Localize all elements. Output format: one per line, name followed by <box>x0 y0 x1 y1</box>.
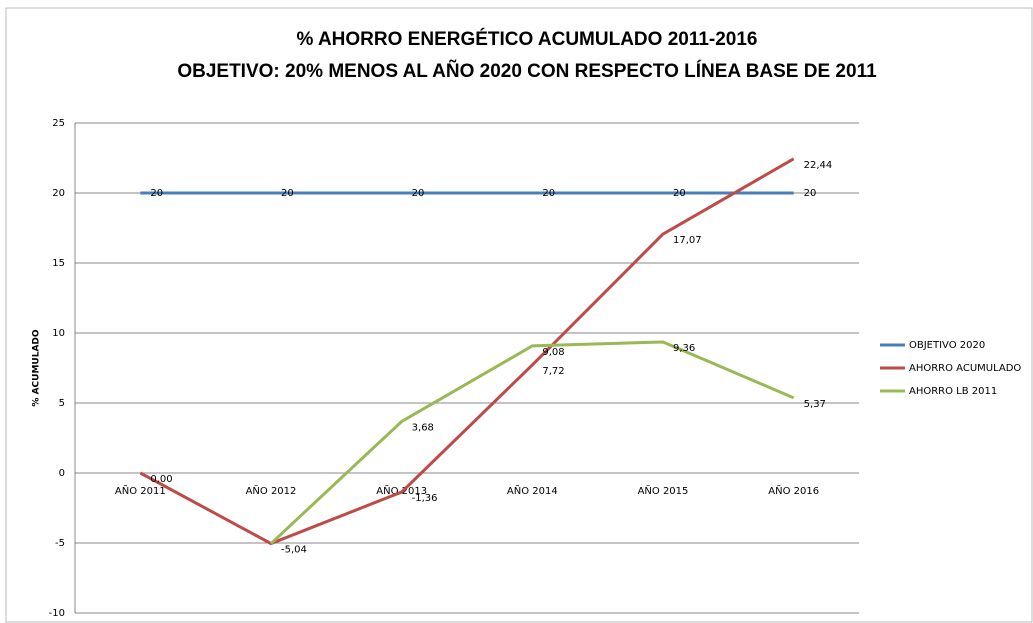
series-line <box>139 157 795 546</box>
data-label: 0,00 <box>150 474 172 485</box>
data-label: 20 <box>281 188 294 199</box>
legend-label: AHORRO ACUMULADO <box>909 363 1021 374</box>
data-label: -1,36 <box>412 493 438 504</box>
x-tick-label: AÑO 2015 <box>638 484 689 497</box>
y-tick-label: -5 <box>55 538 65 549</box>
y-tick-label: -10 <box>49 608 65 619</box>
legend-label: AHORRO LB 2011 <box>909 386 997 397</box>
data-label: 9,36 <box>673 343 695 354</box>
data-label: 5,37 <box>804 399 826 410</box>
data-label: 20 <box>673 188 686 199</box>
data-label: 9,08 <box>542 347 564 358</box>
data-label: 3,68 <box>412 422 434 433</box>
data-label: -5,04 <box>281 545 307 556</box>
y-tick-label: 0 <box>59 468 65 479</box>
x-tick-label: AÑO 2014 <box>507 484 558 497</box>
x-tick-label: AÑO 2012 <box>246 484 297 497</box>
legend-label: OBJETIVO 2020 <box>909 340 985 351</box>
chart-frame <box>5 7 1033 623</box>
y-axis-label: % ACUMULADO <box>32 329 42 406</box>
data-label: 17,07 <box>673 235 702 246</box>
series-line <box>269 340 795 545</box>
y-tick-label: 5 <box>59 398 65 409</box>
data-label: 20 <box>542 188 555 199</box>
data-label: 20 <box>150 188 163 199</box>
x-tick-label: AÑO 2016 <box>768 484 819 497</box>
y-tick-label: 20 <box>52 188 65 199</box>
y-tick-label: 15 <box>52 258 65 269</box>
y-tick-label: 10 <box>52 328 65 339</box>
y-tick-label: 25 <box>52 118 65 129</box>
x-tick-label: AÑO 2011 <box>115 484 166 497</box>
chart-subtitle: OBJETIVO: 20% MENOS AL AÑO 2020 CON RESP… <box>177 60 877 82</box>
data-label: 20 <box>412 188 425 199</box>
chart-title: % AHORRO ENERGÉTICO ACUMULADO 2011-2016 <box>296 28 757 50</box>
data-label: 22,44 <box>804 160 833 171</box>
data-label: 20 <box>804 188 817 199</box>
data-label: 7,72 <box>542 366 564 377</box>
